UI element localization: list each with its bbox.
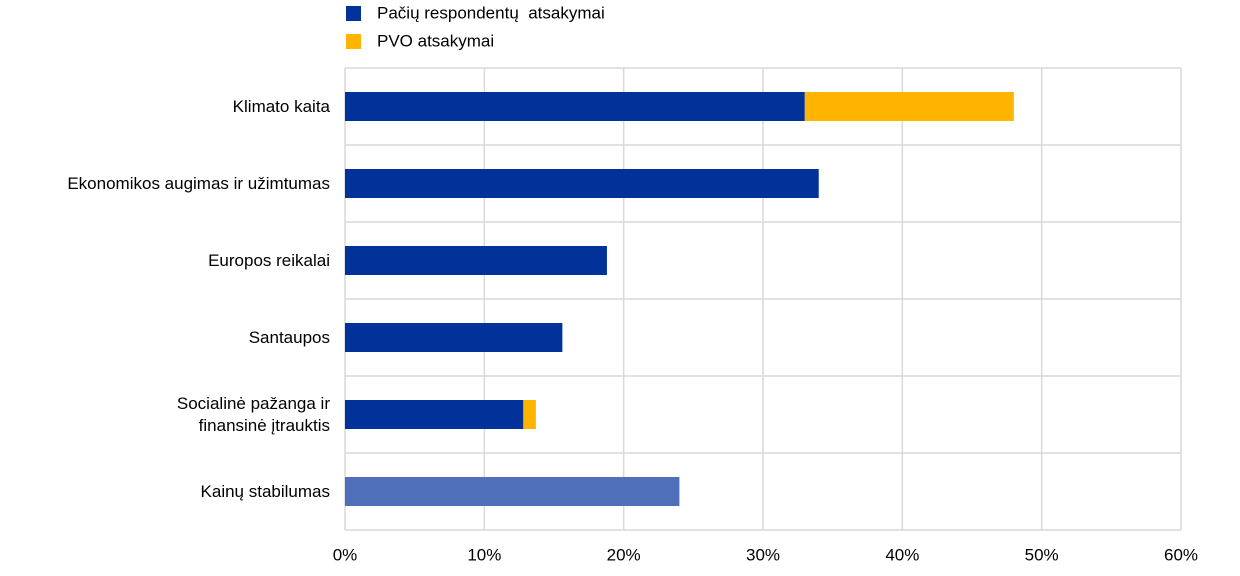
x-tick-label: 40% — [885, 545, 919, 564]
legend-label: PVO atsakymai — [377, 31, 494, 50]
bar-segment — [523, 400, 536, 429]
y-tick-label: Ekonomikos augimas ir užimtumas — [67, 173, 330, 193]
legend-label: Pačių respondentų atsakymai — [377, 3, 605, 22]
x-tick-label: 0% — [333, 545, 358, 564]
bar-segment — [345, 169, 819, 198]
bar-segment — [345, 400, 524, 429]
legend-swatch — [346, 6, 361, 21]
x-tick-label: 30% — [746, 545, 780, 564]
y-tick-label: Klimato kaita — [232, 96, 330, 116]
x-tick-label: 60% — [1164, 545, 1198, 564]
y-tick-label: Europos reikalai — [208, 250, 330, 270]
bar-segment — [345, 323, 563, 352]
y-tick-label: Kainų stabilumas — [200, 481, 330, 501]
x-tick-label: 10% — [467, 545, 501, 564]
legend-swatch — [346, 34, 361, 49]
y-tick-label: Santaupos — [248, 327, 330, 347]
y-tick-label: Socialinė pažanga ir finansinė įtrauktis — [176, 393, 330, 435]
bar-segment — [345, 477, 680, 506]
x-tick-label: 20% — [607, 545, 641, 564]
bar-segment — [804, 92, 1014, 121]
bar-segment — [345, 92, 805, 121]
x-tick-label: 50% — [1025, 545, 1059, 564]
bar-segment — [345, 246, 607, 275]
